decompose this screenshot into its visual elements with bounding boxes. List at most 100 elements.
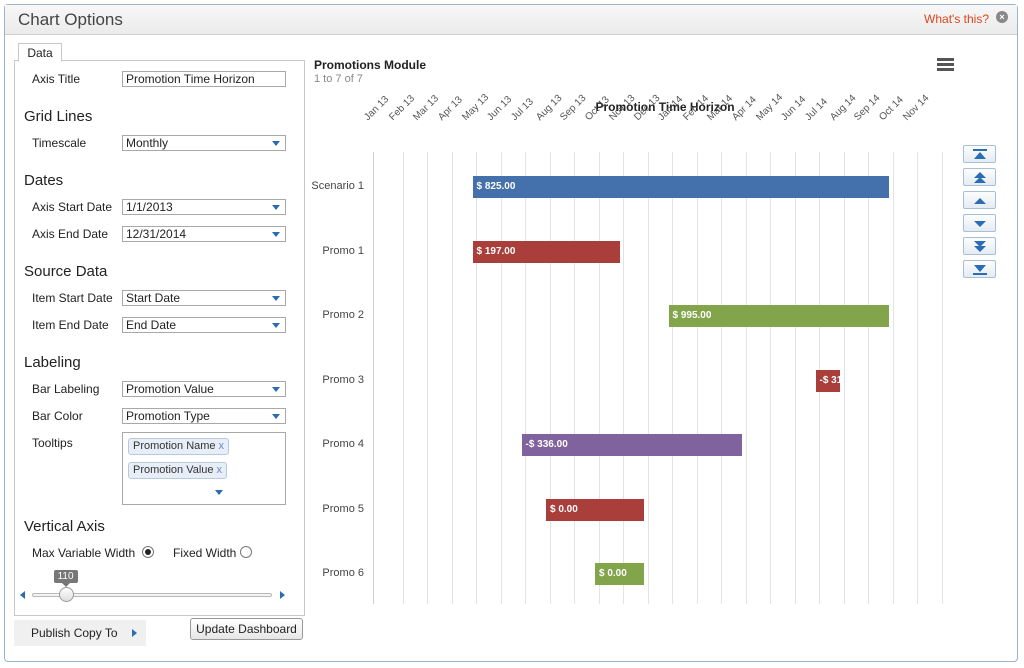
caret-right-icon xyxy=(132,629,137,637)
bar-labeling-value: Promotion Value xyxy=(126,382,214,396)
labeling-heading: Labeling xyxy=(24,354,81,371)
fixed-width-radio[interactable] xyxy=(240,546,252,558)
gantt-bar[interactable]: $ 995.00 xyxy=(668,305,889,327)
title-bar: Chart Options What's this? × xyxy=(5,5,1017,35)
publish-copy-to-button[interactable]: Publish Copy To xyxy=(14,620,146,646)
gridline xyxy=(598,152,600,604)
axis-start-value: 1/1/2013 xyxy=(126,200,173,214)
axis-title-label: Axis Title xyxy=(32,72,81,86)
scroll-down-button[interactable] xyxy=(963,214,996,232)
double-down-icon xyxy=(974,241,986,252)
axis-end-value: 12/31/2014 xyxy=(126,227,187,241)
bar-labeling-label: Bar Labeling xyxy=(32,382,100,396)
chart-axis-line xyxy=(373,152,374,604)
tooltips-multiselect[interactable]: Promotion Name x Promotion Value x xyxy=(122,432,286,505)
row-label: Promo 2 xyxy=(322,309,364,321)
gantt-bar[interactable]: $ 825.00 xyxy=(472,176,889,198)
token-label: Promotion Name xyxy=(133,440,216,452)
gantt-bar[interactable]: $ 0.00 xyxy=(546,498,644,521)
chevron-down-icon xyxy=(272,414,280,419)
row-label: Scenario 1 xyxy=(311,180,364,192)
scroll-bottom-button[interactable] xyxy=(963,260,996,278)
scroll-top-button[interactable] xyxy=(963,145,996,163)
update-dashboard-button[interactable]: Update Dashboard xyxy=(190,618,303,640)
gridline xyxy=(451,152,453,604)
timescale-label: Timescale xyxy=(32,136,87,150)
tab-data[interactable]: Data xyxy=(18,43,62,62)
chevron-down-icon[interactable] xyxy=(215,490,223,495)
publish-label: Publish Copy To xyxy=(31,626,118,640)
row-label: Promo 4 xyxy=(322,438,364,450)
item-end-value: End Date xyxy=(126,318,177,332)
chart-title: Promotions Module xyxy=(314,58,426,72)
remove-token-icon[interactable]: x xyxy=(218,440,225,452)
axis-start-select[interactable]: 1/1/2013 xyxy=(122,199,286,215)
gridline xyxy=(427,152,428,604)
slider-left-icon[interactable] xyxy=(20,591,25,599)
x-axis-title: Promotion Time Horizon xyxy=(595,100,735,114)
gantt-bar[interactable]: -$ 31. xyxy=(815,369,840,392)
window-title: Chart Options xyxy=(18,10,123,29)
scroll-top-icon xyxy=(973,149,987,159)
gridline xyxy=(525,152,526,604)
item-end-select[interactable]: End Date xyxy=(122,317,286,333)
up-icon xyxy=(974,198,986,204)
vertical-axis-heading: Vertical Axis xyxy=(24,518,105,535)
item-start-value: Start Date xyxy=(126,291,181,305)
chevron-down-icon xyxy=(272,296,280,301)
gridline xyxy=(549,152,551,604)
options-panel xyxy=(14,60,305,616)
token-label: Promotion Value xyxy=(133,464,214,476)
page-up-button[interactable] xyxy=(963,168,996,186)
tooltips-label: Tooltips xyxy=(32,436,73,450)
max-width-radio[interactable] xyxy=(142,546,154,558)
menu-icon[interactable] xyxy=(937,58,954,72)
remove-token-icon[interactable]: x xyxy=(216,464,223,476)
dates-heading: Dates xyxy=(24,172,64,189)
max-width-label: Max Variable Width xyxy=(32,546,136,560)
gantt-bar[interactable]: $ 0.00 xyxy=(595,563,644,585)
gantt-bar[interactable]: -$ 336.00 xyxy=(521,434,742,456)
gridline xyxy=(647,152,649,604)
gridline xyxy=(476,152,477,604)
row-label: Promo 3 xyxy=(322,373,364,386)
whats-this-link[interactable]: What's this? xyxy=(924,12,989,26)
axis-start-label: Axis Start Date xyxy=(32,200,113,214)
gridline xyxy=(402,152,404,604)
gantt-bar[interactable]: $ 197.00 xyxy=(472,240,620,263)
slider-right-icon[interactable] xyxy=(280,591,285,599)
fixed-width-label: Fixed Width xyxy=(173,546,237,560)
chevron-down-icon xyxy=(272,387,280,392)
chart-record-count: 1 to 7 of 7 xyxy=(314,73,363,85)
axis-title-input[interactable]: Promotion Time Horizon xyxy=(122,71,286,87)
row-label: Promo 1 xyxy=(322,244,364,257)
grid-lines-heading: Grid Lines xyxy=(24,108,93,125)
row-label: Promo 5 xyxy=(322,502,364,515)
scroll-up-button[interactable] xyxy=(963,191,996,209)
row-label: Promo 6 xyxy=(322,567,364,579)
token-promotion-name[interactable]: Promotion Name x xyxy=(128,438,230,455)
gridline xyxy=(574,152,575,604)
gridline xyxy=(941,152,943,604)
bar-labeling-select[interactable]: Promotion Value xyxy=(122,381,286,397)
axis-end-label: Axis End Date xyxy=(32,227,109,241)
gridline xyxy=(623,152,624,604)
down-icon xyxy=(974,221,986,227)
gridline xyxy=(868,152,869,604)
token-promotion-value[interactable]: Promotion Value x xyxy=(128,462,228,479)
slider-value-badge: 110 xyxy=(53,570,78,587)
bar-color-value: Promotion Type xyxy=(126,409,210,423)
slider-handle[interactable] xyxy=(58,587,74,602)
page-down-button[interactable] xyxy=(963,237,996,255)
axis-end-select[interactable]: 12/31/2014 xyxy=(122,226,286,242)
bar-color-select[interactable]: Promotion Type xyxy=(122,408,286,424)
item-start-select[interactable]: Start Date xyxy=(122,290,286,306)
gridline xyxy=(500,152,502,604)
axis-title-value: Promotion Time Horizon xyxy=(126,72,255,86)
close-icon[interactable]: × xyxy=(996,11,1008,23)
item-start-label: Item Start Date xyxy=(32,291,113,305)
width-slider[interactable] xyxy=(32,593,272,597)
chevron-down-icon xyxy=(272,232,280,237)
timescale-select[interactable]: Monthly xyxy=(122,135,286,151)
double-up-icon xyxy=(974,172,986,183)
